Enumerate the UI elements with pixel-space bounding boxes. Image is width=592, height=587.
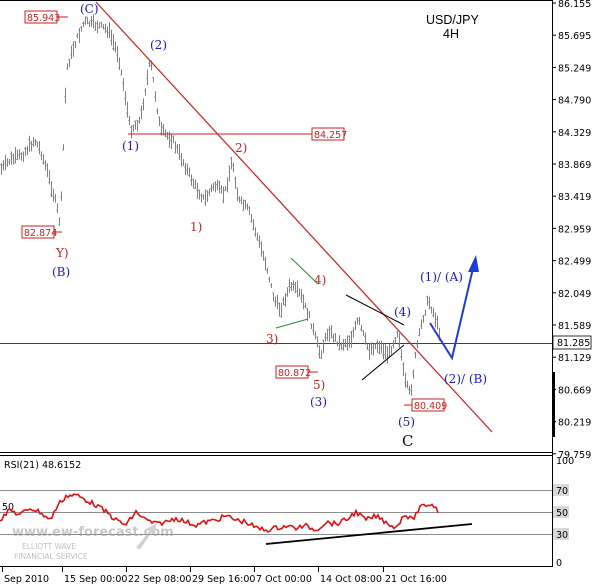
chart-title-timeframe: 4H xyxy=(443,27,459,41)
watermark: www.ew-forecast.com ELLIOTT WAVE FINANCI… xyxy=(12,524,174,561)
rsi-line xyxy=(0,493,439,533)
rsi-level-lines xyxy=(0,490,552,535)
price-boxes: 85.943 82.874 84.257 80.872 80.409 xyxy=(21,10,447,412)
rsi-tick-30: 30 xyxy=(556,530,568,541)
rsi-tick-50: 50 xyxy=(556,508,568,519)
label-Y-red: Y) xyxy=(55,246,69,260)
price-tick-label: 82.499 xyxy=(558,257,591,268)
price-tick-label: 79.759 xyxy=(558,450,591,461)
rsi-header: RSI(21) 48.6152 xyxy=(4,460,81,471)
label-5-blue: (5) xyxy=(398,415,415,429)
box-84257: 84.257 xyxy=(314,130,347,141)
price-tick-label: 81.589 xyxy=(558,321,591,332)
watermark-name-2: FINANCIAL SERVICE xyxy=(14,552,88,561)
label-3-red: 3) xyxy=(266,332,278,346)
rsi-axis: 100 70 50 30 0 xyxy=(553,456,574,569)
time-tick-label: 29 Sep 16:00 xyxy=(192,574,255,585)
price-tick-label: 82.049 xyxy=(558,289,591,300)
chart-title-pair: USD/JPY xyxy=(426,13,479,27)
price-tick-label: 85.695 xyxy=(558,31,591,42)
forecast-arrow xyxy=(429,255,479,361)
price-tick-label: 84.790 xyxy=(558,96,591,107)
price-tick-label: 80.219 xyxy=(558,418,591,429)
label-4-blue: (4) xyxy=(394,305,411,319)
label-2-B: (2)/ (B) xyxy=(444,372,487,386)
price-axis: 86.155 85.695 85.249 84.790 84.329 83.869 83.4… xyxy=(552,0,591,461)
label-2-blue: (2) xyxy=(150,38,167,52)
watermark-name-1: ELLIOTT WAVE xyxy=(22,542,76,551)
label-5-red: 5) xyxy=(313,378,325,392)
time-tick-label: Sep 2010 xyxy=(4,574,49,585)
price-tick-label: 82.959 xyxy=(558,224,591,235)
label-1-blue: (1) xyxy=(122,139,139,153)
rsi-trendline xyxy=(265,523,473,545)
price-tick-label: 83.419 xyxy=(558,192,591,203)
triangle-upper xyxy=(345,294,405,326)
rsi-tick-100: 100 xyxy=(556,456,574,467)
price-tick-label: 83.869 xyxy=(558,160,591,171)
rsi-tick-70: 70 xyxy=(556,486,568,497)
label-4-red: 4) xyxy=(314,273,326,287)
main-trendline xyxy=(95,1,493,433)
price-tick-label: 81.129 xyxy=(558,353,591,364)
green-line-b xyxy=(275,318,309,329)
box-82874: 82.874 xyxy=(24,228,57,239)
rsi-left-label: 50 xyxy=(2,502,14,513)
main-panel xyxy=(0,0,553,455)
box-80409: 80.409 xyxy=(414,401,447,412)
current-price-label: 81.285 xyxy=(557,338,590,349)
label-1-red: 1) xyxy=(190,220,202,234)
watermark-site: www.ew-forecast.com xyxy=(12,525,174,540)
time-tick-label: 22 Sep 08:00 xyxy=(128,574,191,585)
price-bars xyxy=(0,14,440,396)
time-axis: Sep 2010 15 Sep 00:00 22 Sep 08:00 29 Sep 1… xyxy=(2,567,447,585)
price-tick-label: 80.669 xyxy=(558,385,591,396)
time-tick-label: 14 Oct 08:00 xyxy=(320,574,382,585)
label-C-top: (C) xyxy=(80,2,99,16)
current-price-box xyxy=(552,335,592,350)
price-tick-label: 86.155 xyxy=(558,0,591,10)
rsi-tick-0: 0 xyxy=(556,558,562,569)
rsi-panel xyxy=(0,455,553,567)
label-C-black: C xyxy=(402,432,413,450)
trendlines xyxy=(95,1,493,433)
triangle-lower xyxy=(361,344,405,381)
label-2-red: 2) xyxy=(235,141,247,155)
wave-labels: (C) (2) (1) 2) 1) Y) (B) 3) 4) 5) (3) (4… xyxy=(52,2,487,450)
price-tick-label: 85.249 xyxy=(558,63,591,74)
green-line-a xyxy=(290,257,319,285)
price-scroll-bar[interactable] xyxy=(553,372,555,437)
time-tick-label: 15 Sep 00:00 xyxy=(64,574,127,585)
price-tick-label: 84.329 xyxy=(558,128,591,139)
label-B-blue: (B) xyxy=(52,265,70,279)
label-3-blue: (3) xyxy=(310,395,327,409)
time-tick-label: 21 Oct 16:00 xyxy=(385,574,447,585)
box-80872: 80.872 xyxy=(278,368,311,379)
box-85943: 85.943 xyxy=(27,13,60,24)
time-tick-label: 7 Oct 00:00 xyxy=(256,574,312,585)
label-1-A: (1)/ (A) xyxy=(420,270,463,284)
